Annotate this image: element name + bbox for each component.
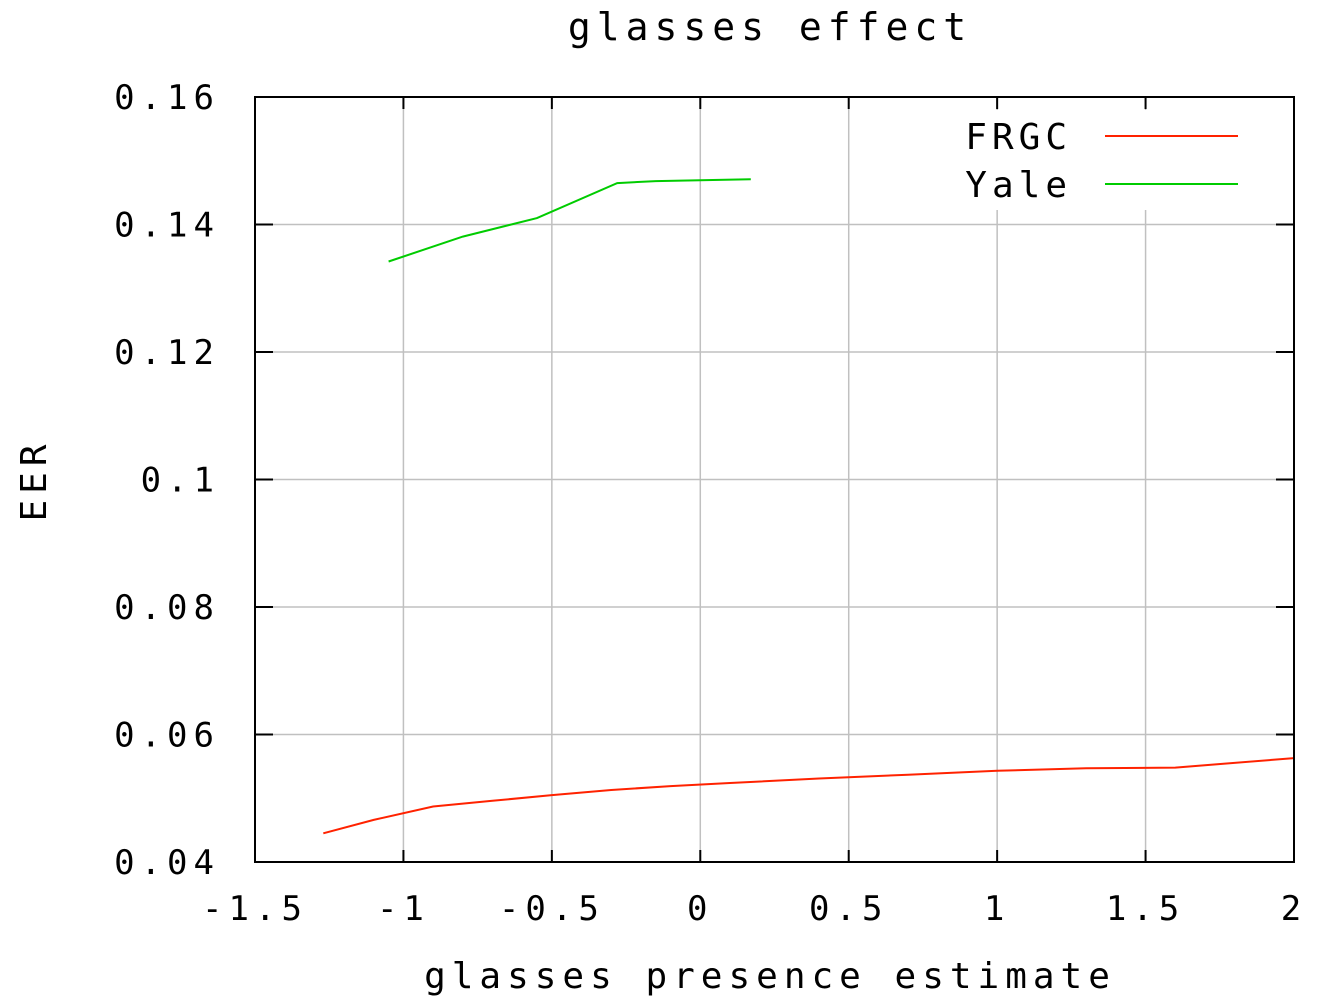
grid-lines bbox=[255, 97, 1294, 862]
axis-ticks: -1.5 -1 -0.5 0 0.5 1 1.5 2 0.04 0.06 0.08 0.1 0.12 0.… bbox=[114, 78, 1307, 929]
x-tick-label: 0.5 bbox=[809, 889, 888, 929]
y-tick-label: 0.08 bbox=[114, 588, 220, 628]
series-line-yale bbox=[388, 178, 751, 263]
x-tick-label: 0 bbox=[687, 889, 713, 929]
y-tick-label: 0.16 bbox=[114, 78, 220, 118]
x-axis-label: glasses presence estimate bbox=[424, 956, 1116, 997]
y-tick-label: 0.1 bbox=[141, 461, 220, 501]
y-tick-label: 0.14 bbox=[114, 206, 220, 246]
x-tick-label: -1 bbox=[377, 889, 430, 929]
legend-label-yale: Yale bbox=[965, 165, 1072, 206]
x-tick-label: -1.5 bbox=[202, 889, 308, 929]
x-tick-label: 1.5 bbox=[1106, 889, 1185, 929]
x-tick-label: -0.5 bbox=[499, 889, 605, 929]
y-axis-label: EER bbox=[14, 438, 55, 521]
series-lines bbox=[323, 178, 1295, 835]
series-line-frgc bbox=[323, 757, 1295, 835]
y-tick-label: 0.06 bbox=[114, 716, 220, 756]
y-tick-label: 0.12 bbox=[114, 333, 220, 373]
chart-title: glasses effect bbox=[568, 5, 972, 49]
legend: FRGC Yale bbox=[955, 110, 1275, 210]
x-tick-label: 2 bbox=[1281, 889, 1307, 929]
legend-label-frgc: FRGC bbox=[965, 117, 1072, 158]
legend-background bbox=[955, 110, 1275, 210]
y-tick-label: 0.04 bbox=[114, 843, 220, 883]
x-tick-label: 1 bbox=[984, 889, 1010, 929]
